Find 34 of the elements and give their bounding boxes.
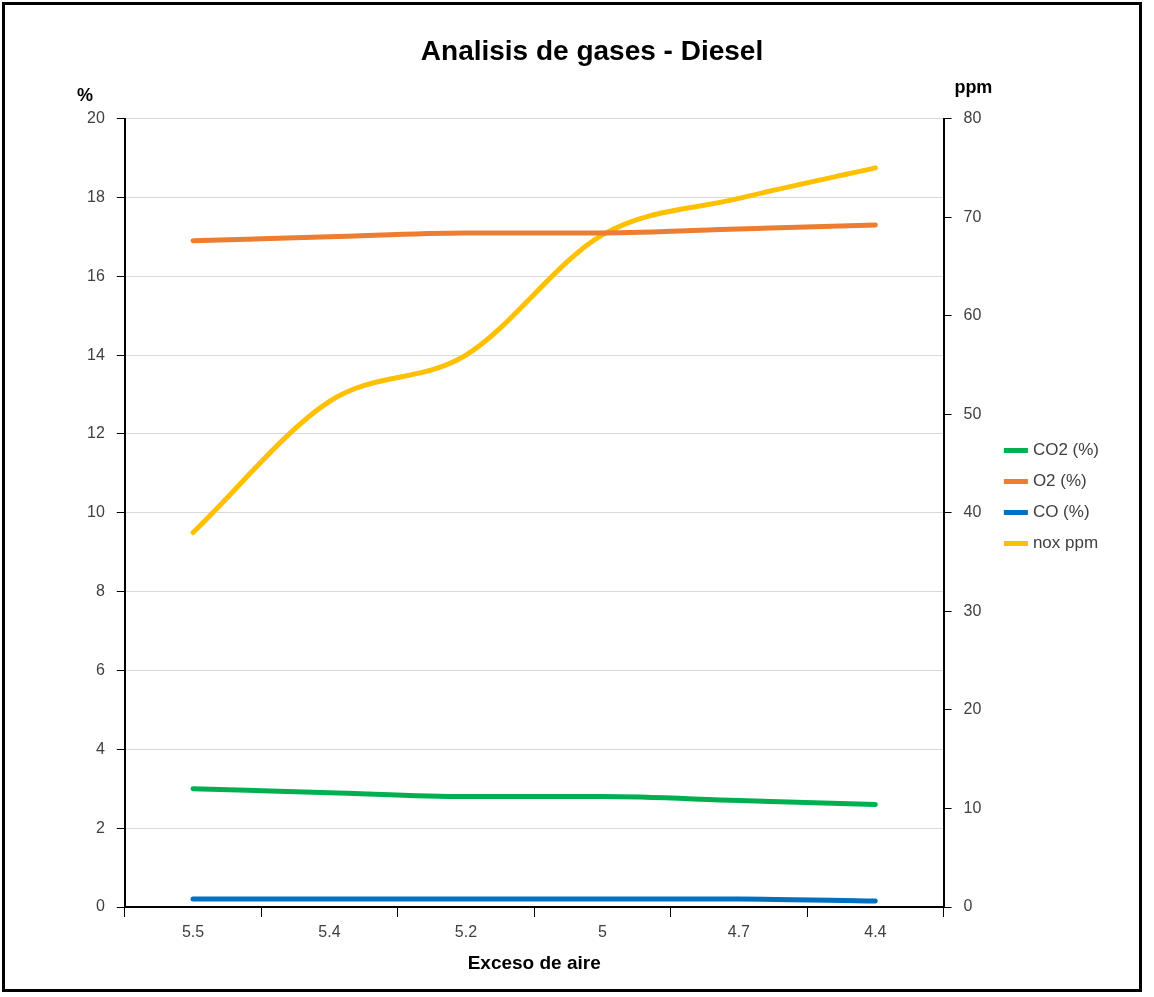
y-tick-label: 8 (95, 582, 105, 600)
x-tick-label: 5.2 (454, 923, 478, 941)
y2-tick-label: 10 (963, 798, 982, 816)
y2-tick-label: 60 (963, 306, 982, 324)
legend-label: nox ppm (1032, 533, 1099, 553)
y-axis-title: % (76, 84, 94, 105)
x-tick-label: 5.4 (318, 923, 341, 941)
y2-tick-label: 70 (963, 207, 982, 225)
y-tick-label: 20 (87, 109, 105, 127)
y2-tick-label: 30 (963, 601, 982, 619)
y-tick-label: 4 (95, 739, 105, 757)
y2-axis-title: ppm (954, 76, 993, 97)
x-tick-label: 5 (597, 923, 607, 941)
y2-tick-label: 20 (963, 700, 982, 718)
legend-label: CO (%) (1032, 502, 1090, 522)
legend-label: O2 (%) (1032, 471, 1087, 491)
y-tick-label: 14 (87, 345, 105, 363)
chart-title: Analisis de gases - Diesel (420, 34, 764, 66)
y2-tick-label: 0 (963, 897, 973, 915)
y-tick-label: 12 (87, 424, 105, 442)
x-tick-label: 4.4 (864, 923, 887, 941)
y-tick-label: 16 (87, 266, 105, 284)
legend-label: CO2 (%) (1032, 440, 1100, 460)
y-tick-label: 2 (95, 818, 105, 836)
y2-tick-label: 80 (963, 109, 982, 127)
x-tick-label: 4.7 (727, 923, 751, 941)
x-tick-label: 5.5 (181, 923, 205, 941)
y-tick-label: 6 (95, 660, 105, 678)
y-tick-label: 0 (95, 897, 105, 915)
x-axis-title: Exceso de aire (467, 951, 601, 973)
y2-tick-label: 50 (963, 404, 982, 422)
y-tick-label: 18 (87, 187, 105, 205)
y2-tick-label: 40 (963, 503, 982, 521)
y-tick-label: 10 (87, 503, 105, 521)
